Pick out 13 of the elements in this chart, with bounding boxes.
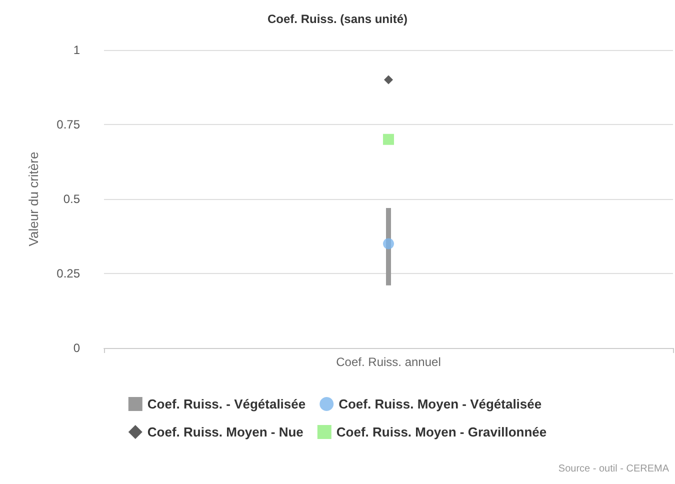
y-axis-title: Valeur du critère (26, 152, 41, 246)
legend-label: Coef. Ruiss. Moyen - Végétalisée (338, 396, 542, 412)
y-tick-label: 1 (73, 43, 80, 57)
legend-label: Coef. Ruiss. Moyen - Nue (147, 424, 304, 440)
source-note: Source - outil - CEREMA (558, 464, 670, 474)
y-tick-label: 0.25 (56, 266, 80, 280)
chart-title: Coef. Ruiss. (sans unité) (267, 12, 408, 26)
y-tick-label: 0 (73, 341, 80, 355)
legend-label: Coef. Ruiss. Moyen - Gravillonnée (336, 424, 547, 440)
legend-label: Coef. Ruiss. - Végétalisée (147, 396, 306, 412)
y-tick-label: 0.75 (56, 118, 80, 132)
y-tick-label: 0.5 (63, 192, 80, 206)
x-tick-label: Coef. Ruiss. annuel (336, 355, 441, 369)
